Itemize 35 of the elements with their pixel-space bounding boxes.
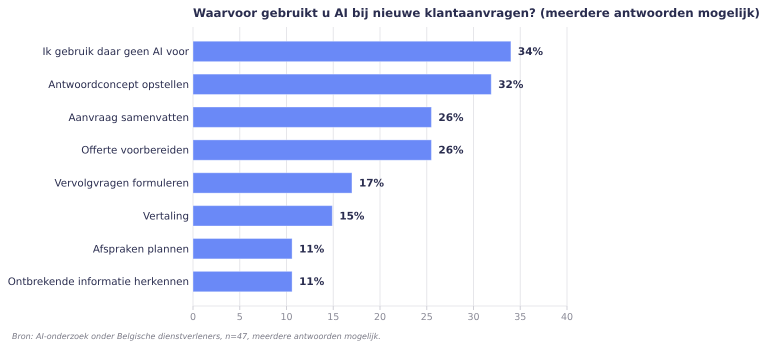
bar: [192, 40, 512, 62]
bar: [192, 139, 432, 161]
y-tick-label: Antwoordconcept opstellen: [48, 78, 189, 91]
y-tick-label: Ontbrekende informatie herkennen: [8, 276, 189, 288]
data-label: 26%: [438, 112, 464, 124]
x-tick-label: 30: [467, 312, 480, 323]
y-tick-label: Aanvraag samenvatten: [68, 112, 189, 124]
text: Bron: AI-onderzoek onder Belgische dienstverleners, n=47, meerdere antwoorden mogelijk.: [12, 332, 381, 341]
bar: [192, 172, 352, 194]
bar: [192, 270, 293, 292]
bar: [192, 106, 432, 128]
x-tick-label: 15: [327, 312, 340, 323]
x-tick-label: 20: [374, 312, 386, 323]
y-tick-label: Afspraken plannen: [92, 243, 189, 256]
x-tick-label: 0: [190, 312, 196, 323]
data-label: 15%: [339, 210, 365, 222]
x-tick-label: 5: [236, 312, 243, 323]
bar: [192, 205, 333, 227]
bar: [192, 74, 492, 96]
y-tick-label: Offerte voorbereiden: [81, 144, 189, 157]
chart-title: Waarvoor gebruikt u AI bij nieuwe klantaanvragen? (meerdere antwoorden mogelijk): [193, 6, 760, 20]
y-tick-label: Vervolgvragen formuleren: [54, 178, 189, 190]
bar: [192, 238, 293, 260]
data-label: 11%: [299, 276, 325, 288]
y-tick-label: Vertaling: [143, 210, 189, 222]
data-label: 11%: [299, 243, 325, 256]
x-tick-label: 25: [420, 312, 433, 323]
data-label: 17%: [358, 178, 385, 190]
data-label: 26%: [438, 144, 464, 157]
data-label: 32%: [498, 78, 524, 91]
x-tick-label: 40: [560, 312, 574, 323]
y-tick-label: Ik gebruik daar geen AI voor: [42, 46, 190, 58]
x-tick-label: 35: [514, 312, 526, 323]
data-label: 34%: [518, 46, 544, 58]
x-tick-label: 10: [280, 312, 293, 323]
